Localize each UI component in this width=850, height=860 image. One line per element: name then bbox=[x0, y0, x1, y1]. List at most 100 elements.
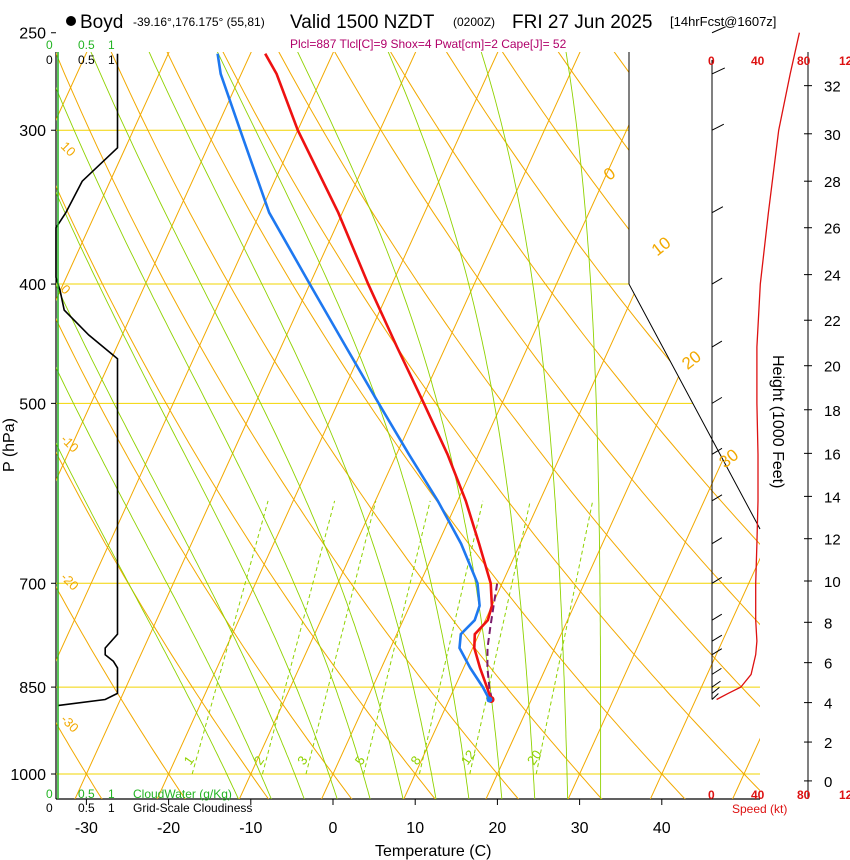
surface-dewpoint-dot bbox=[486, 696, 493, 703]
wind-barb bbox=[711, 693, 719, 700]
isotherm-50 bbox=[731, 52, 760, 799]
wind-barb bbox=[711, 67, 726, 75]
p-tick-label-300: 300 bbox=[19, 123, 46, 140]
p-tick-label-1000: 1000 bbox=[10, 767, 46, 784]
dry-adiabat-0 bbox=[56, 52, 353, 799]
wind-barb bbox=[711, 447, 723, 455]
dry-adiabat--30 bbox=[56, 52, 104, 799]
cloudwater-bottom-1: 0.5 bbox=[78, 787, 95, 801]
station-coords: -39.16°,176.175° (55,81) bbox=[133, 15, 265, 29]
mixing-ratio-5 bbox=[363, 500, 431, 775]
p-tick-label-400: 400 bbox=[19, 277, 46, 294]
cloudiness-top-0: 0 bbox=[46, 53, 53, 67]
speed-top-80: 80 bbox=[797, 54, 811, 68]
station-name: Boyd bbox=[80, 12, 123, 33]
x-tick-label-30: 30 bbox=[571, 820, 589, 837]
isotherm-30 bbox=[567, 52, 760, 799]
mixing-ratio-2 bbox=[261, 500, 336, 775]
p-tick-label-500: 500 bbox=[19, 396, 46, 413]
mixing-ratio-8 bbox=[418, 500, 484, 775]
height-axis-title: Height (1000 Feet) bbox=[769, 355, 786, 488]
utc-time: (0200Z) bbox=[453, 15, 495, 29]
wind-barb bbox=[711, 613, 723, 621]
frame-lines bbox=[628, 52, 761, 530]
isotherm-label-20: 20 bbox=[678, 347, 705, 374]
mixing-ratio-label-12: 12 bbox=[458, 747, 479, 767]
height-tick-label-0: 0 bbox=[824, 774, 832, 791]
wind-barb bbox=[711, 667, 722, 675]
x-tick-label--20: -20 bbox=[157, 820, 180, 837]
bottom-cloud-axes: 0 0.5 1 CloudWater (g/Kg) 0 0.5 1 Grid-S… bbox=[46, 787, 252, 815]
wind-barb bbox=[711, 123, 725, 131]
speed-axis: 0 40 80 120 0 40 80 120 Speed (kt) bbox=[708, 54, 850, 816]
dry-adiabat--40 bbox=[0, 0, 19, 800]
station-marker bbox=[66, 16, 76, 26]
speed-top-0: 0 bbox=[708, 54, 715, 68]
profiles bbox=[55, 26, 801, 799]
mixing-ratio-label-20: 20 bbox=[524, 747, 545, 767]
isotherm--60 bbox=[56, 52, 233, 799]
speed-bottom-40: 40 bbox=[751, 788, 765, 802]
moist-adiabat-14 bbox=[89, 52, 437, 799]
cloudwater-bottom-0: 0 bbox=[46, 787, 53, 801]
mixing-ratio-1 bbox=[191, 500, 269, 775]
wind-barb bbox=[711, 494, 723, 502]
background-lines bbox=[0, 0, 760, 800]
isotherm--30 bbox=[74, 52, 480, 799]
cloudwater-legend: CloudWater (g/Kg) bbox=[133, 787, 232, 801]
height-tick-label-10: 10 bbox=[824, 574, 841, 591]
isotherm-0 bbox=[320, 52, 726, 799]
wind-barb bbox=[711, 396, 723, 404]
wind-barb bbox=[711, 340, 723, 348]
speed-top-40: 40 bbox=[751, 54, 765, 68]
wind-barb bbox=[711, 634, 723, 642]
axis-ticks: -30 -20 -10 0 10 20 30 402503004005007008501000… bbox=[10, 26, 840, 837]
speed-bottom-0: 0 bbox=[708, 788, 715, 802]
isotherm--50 bbox=[56, 52, 315, 799]
forecast-date: FRI 27 Jun 2025 bbox=[512, 12, 652, 33]
isotherm--70 bbox=[56, 52, 151, 799]
dry-adiabat-label--20: -20 bbox=[58, 570, 82, 594]
wind-barb bbox=[711, 26, 726, 34]
p-tick-label-250: 250 bbox=[19, 26, 46, 43]
dry-adiabat-10 bbox=[56, 52, 437, 799]
valid-time: Valid 1500 NZDT bbox=[290, 12, 435, 33]
moist-adiabat--10 bbox=[56, 52, 240, 799]
moist-adiabat-10 bbox=[56, 52, 404, 799]
height-tick-label-16: 16 bbox=[824, 446, 841, 463]
mixing-ratio-20 bbox=[535, 500, 594, 775]
indices-line: Plcl=887 Tlcl[C]=9 Shox=4 Pwat[cm]=2 Cap… bbox=[290, 37, 567, 51]
diagram-right-edge bbox=[628, 52, 761, 530]
moist-adiabat-6 bbox=[56, 52, 371, 799]
wind-barb bbox=[711, 206, 724, 214]
dry-adiabat-60 bbox=[208, 52, 760, 799]
dry-adiabat-120 bbox=[520, 52, 760, 799]
moist-adiabat-22 bbox=[231, 52, 503, 799]
top-cloud-axes: 0 0.5 1 0 0.5 1 bbox=[46, 38, 115, 67]
moist-adiabat-30 bbox=[430, 52, 569, 799]
cloudiness-bottom-0: 0 bbox=[46, 801, 53, 815]
x-tick-label-10: 10 bbox=[406, 820, 424, 837]
x-axis-title: Temperature (C) bbox=[375, 843, 491, 860]
x-tick-label-0: 0 bbox=[329, 820, 338, 837]
temperature-trace bbox=[264, 53, 494, 700]
speed-bottom-120: 120 bbox=[839, 788, 850, 802]
isotherm--40 bbox=[56, 52, 398, 799]
cloudwater-top-2: 1 bbox=[108, 38, 115, 52]
height-tick-label-28: 28 bbox=[824, 174, 841, 191]
height-tick-label-32: 32 bbox=[824, 79, 841, 96]
x-tick-label--10: -10 bbox=[239, 820, 262, 837]
moist-adiabat--6 bbox=[56, 52, 273, 799]
dry-adiabat-50 bbox=[156, 52, 760, 799]
p-tick-label-850: 850 bbox=[19, 680, 46, 697]
dry-adiabat-20 bbox=[56, 52, 520, 799]
wind-barb bbox=[711, 277, 723, 285]
dry-adiabat-30 bbox=[56, 52, 604, 799]
cloudwater-top-1: 0.5 bbox=[78, 38, 95, 52]
p-tick-label-700: 700 bbox=[19, 576, 46, 593]
height-tick-label-12: 12 bbox=[824, 532, 841, 549]
x-tick-label--30: -30 bbox=[75, 820, 98, 837]
speed-bottom-80: 80 bbox=[797, 788, 811, 802]
height-tick-label-26: 26 bbox=[824, 221, 841, 238]
